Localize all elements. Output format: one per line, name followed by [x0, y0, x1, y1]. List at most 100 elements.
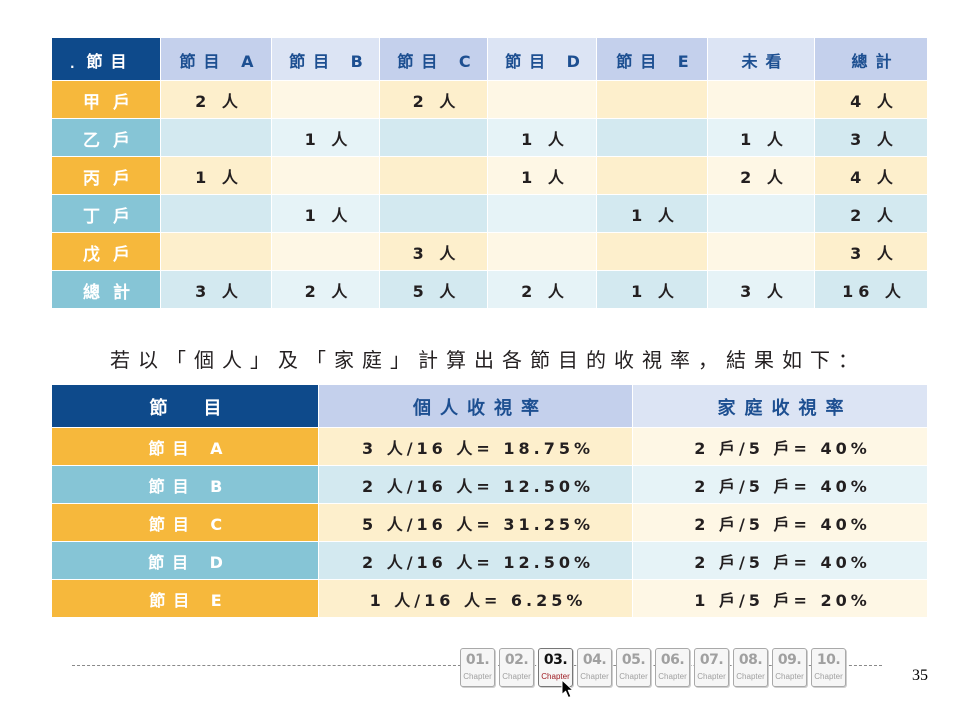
cell-program-b: 1 人 — [272, 119, 380, 157]
row-header: 總計 — [52, 271, 161, 309]
column-header-program-c: 節目 C — [380, 38, 488, 81]
cell-program-a: 2 人 — [161, 81, 272, 119]
cell-program-e — [597, 157, 708, 195]
chapter-number: 09. — [777, 652, 802, 668]
cell-program-a: 1 人 — [161, 157, 272, 195]
cell-program-b — [272, 157, 380, 195]
chapter-03-button[interactable]: 03. Chapter — [538, 648, 573, 687]
chapter-07-button[interactable]: 07. Chapter — [694, 648, 729, 687]
cell-program-a — [161, 195, 272, 233]
cell-program-c — [380, 119, 488, 157]
cell-program-b: 2 人 — [272, 271, 380, 309]
household-rating-cell: 2 戶/5 戶= 40% — [633, 466, 928, 504]
chapter-number: 03. — [543, 652, 568, 668]
cell-program-b — [272, 233, 380, 271]
chapter-number: 10. — [816, 652, 841, 668]
row-header: 節目 A — [52, 428, 319, 466]
rating-table: 節 目 個人收視率 家庭收視率 節目 A 3 人/16 人= 18.75% 2 … — [52, 385, 928, 618]
chapter-label: Chapter — [541, 672, 570, 681]
column-header-personal-rating: 個人收視率 — [319, 385, 633, 428]
cell-program-e: 1 人 — [597, 271, 708, 309]
cell-program-d — [488, 233, 597, 271]
household-rating-cell: 1 戶/5 戶= 20% — [633, 580, 928, 618]
chapter-label: Chapter — [697, 672, 726, 681]
cell-program-c: 2 人 — [380, 81, 488, 119]
column-header-not-watched: 未看 — [708, 38, 815, 81]
chapter-label: Chapter — [736, 672, 765, 681]
cell-program-b: 1 人 — [272, 195, 380, 233]
row-header: 甲戶 — [52, 81, 161, 119]
row-header: 丙戶 — [52, 157, 161, 195]
corner-header-cell: . 節目 — [52, 38, 161, 81]
chapter-number: 04. — [582, 652, 607, 668]
cell-program-a: 3 人 — [161, 271, 272, 309]
row-header: 節目 B — [52, 466, 319, 504]
cell-not-watched: 1 人 — [708, 119, 815, 157]
personal-rating-cell: 2 人/16 人= 12.50% — [319, 542, 633, 580]
cell-program-c: 5 人 — [380, 271, 488, 309]
personal-rating-cell: 5 人/16 人= 31.25% — [319, 504, 633, 542]
chapter-04-button[interactable]: 04. Chapter — [577, 648, 612, 687]
cell-not-watched — [708, 233, 815, 271]
household-viewing-table: . 節目 節目 A 節目 B 節目 C 節目 D 節目 E 未看 總計 甲戶 2… — [52, 38, 928, 309]
chapter-09-button[interactable]: 09. Chapter — [772, 648, 807, 687]
chapter-number: 06. — [660, 652, 685, 668]
cell-program-c — [380, 157, 488, 195]
chapter-06-button[interactable]: 06. Chapter — [655, 648, 690, 687]
cell-total: 4 人 — [815, 81, 928, 119]
personal-rating-cell: 3 人/16 人= 18.75% — [319, 428, 633, 466]
page-number: 35 — [912, 667, 928, 684]
household-rating-cell: 2 戶/5 戶= 40% — [633, 542, 928, 580]
cell-program-d: 1 人 — [488, 119, 597, 157]
cell-program-c: 3 人 — [380, 233, 488, 271]
cell-not-watched — [708, 81, 815, 119]
corner-header-cell: 節 目 — [52, 385, 319, 428]
corner-header-label: 節目 — [86, 51, 135, 71]
row-header: 節目 E — [52, 580, 319, 618]
chapter-label: Chapter — [580, 672, 609, 681]
cell-total: 16 人 — [815, 271, 928, 309]
personal-rating-cell: 2 人/16 人= 12.50% — [319, 466, 633, 504]
intro-sentence: 若以「個人」及「家庭」計算出各節目的收視率，結果如下： — [110, 348, 866, 372]
chapter-number: 08. — [738, 652, 763, 668]
cell-program-d: 2 人 — [488, 271, 597, 309]
cell-total: 3 人 — [815, 119, 928, 157]
cell-program-e — [597, 81, 708, 119]
row-header: 丁戶 — [52, 195, 161, 233]
cell-program-d — [488, 81, 597, 119]
chapter-08-button[interactable]: 08. Chapter — [733, 648, 768, 687]
cell-total: 4 人 — [815, 157, 928, 195]
chapter-label: Chapter — [619, 672, 648, 681]
chapter-02-button[interactable]: 02. Chapter — [499, 648, 534, 687]
chapter-number: 01. — [465, 652, 490, 668]
column-header-household-rating: 家庭收視率 — [633, 385, 928, 428]
row-header: 乙戶 — [52, 119, 161, 157]
cell-program-c — [380, 195, 488, 233]
cell-program-e — [597, 233, 708, 271]
cell-program-d: 1 人 — [488, 157, 597, 195]
chapter-label: Chapter — [502, 672, 531, 681]
chapter-label: Chapter — [658, 672, 687, 681]
row-header: 節目 D — [52, 542, 319, 580]
household-rating-cell: 2 戶/5 戶= 40% — [633, 504, 928, 542]
column-header-program-b: 節目 B — [272, 38, 380, 81]
chapter-10-button[interactable]: 10. Chapter — [811, 648, 846, 687]
chapter-number: 07. — [699, 652, 724, 668]
personal-rating-cell: 1 人/16 人= 6.25% — [319, 580, 633, 618]
cell-not-watched — [708, 195, 815, 233]
chapter-number: 05. — [621, 652, 646, 668]
row-header: 節目 C — [52, 504, 319, 542]
chapter-label: Chapter — [814, 672, 843, 681]
chapter-05-button[interactable]: 05. Chapter — [616, 648, 651, 687]
chapter-01-button[interactable]: 01. Chapter — [460, 648, 495, 687]
column-header-program-d: 節目 D — [488, 38, 597, 81]
cell-program-b — [272, 81, 380, 119]
column-header-program-a: 節目 A — [161, 38, 272, 81]
cell-total: 2 人 — [815, 195, 928, 233]
chapter-label: Chapter — [775, 672, 804, 681]
chapter-label: Chapter — [463, 672, 492, 681]
household-rating-cell: 2 戶/5 戶= 40% — [633, 428, 928, 466]
cell-program-e: 1 人 — [597, 195, 708, 233]
cell-program-a — [161, 119, 272, 157]
cell-total: 3 人 — [815, 233, 928, 271]
